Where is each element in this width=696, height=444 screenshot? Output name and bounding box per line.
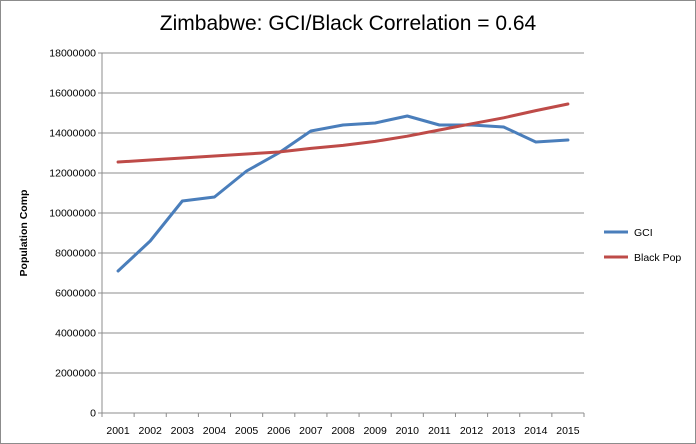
y-tick-label: 10000000	[49, 208, 96, 220]
data-point-black-pop	[277, 151, 280, 154]
x-tick-label: 2010	[396, 425, 420, 437]
legend-label-black-pop: Black Pop	[634, 252, 681, 264]
data-point-black-pop	[342, 144, 345, 147]
y-tick-label: 0	[90, 408, 96, 420]
legend-label-gci: GCI	[634, 227, 653, 239]
data-point-black-pop	[438, 129, 441, 132]
y-tick-label: 12000000	[49, 168, 96, 180]
data-point-gci	[534, 141, 537, 144]
data-point-black-pop	[309, 147, 312, 150]
data-point-black-pop	[149, 159, 152, 162]
data-point-black-pop	[406, 135, 409, 138]
y-tick-label: 18000000	[49, 48, 96, 60]
data-point-black-pop	[566, 103, 569, 106]
data-point-black-pop	[245, 153, 248, 156]
data-point-gci	[374, 122, 377, 125]
data-point-gci	[502, 126, 505, 129]
x-tick-label: 2001	[106, 425, 130, 437]
chart-title: Zimbabwe: GCI/Black Correlation = 0.64	[160, 12, 537, 35]
data-point-gci	[438, 124, 441, 127]
data-point-black-pop	[534, 109, 537, 112]
x-tick-label: 2004	[203, 425, 227, 437]
x-tick-label: 2006	[267, 425, 291, 437]
y-tick-label: 8000000	[55, 248, 96, 260]
data-point-gci	[566, 139, 569, 142]
x-tick-labels: 2001 2002 2003 2004 2005 2006 2007 2008 2009 2010…	[106, 425, 579, 437]
x-tick-label: 2003	[171, 425, 195, 437]
x-tick-label: 2007	[299, 425, 323, 437]
x-tick-label: 2002	[139, 425, 163, 437]
data-point-gci	[117, 270, 120, 273]
y-tick-label: 6000000	[55, 288, 96, 300]
data-point-black-pop	[181, 157, 184, 160]
legend: GCI Black Pop	[604, 227, 681, 264]
x-tick-label: 2011	[428, 425, 451, 437]
data-point-black-pop	[117, 161, 120, 164]
data-point-gci	[342, 124, 345, 127]
gridlines	[102, 52, 584, 374]
y-tick-label: 2000000	[55, 368, 96, 380]
x-tick-label: 2015	[556, 425, 580, 437]
x-tick-label: 2014	[524, 425, 548, 437]
series-lines	[116, 102, 570, 273]
series-line-black-pop	[116, 102, 570, 164]
data-point-gci	[213, 196, 216, 199]
x-tick-label: 2013	[492, 425, 516, 437]
data-point-gci	[149, 240, 152, 243]
series-line-gci	[116, 114, 570, 273]
axes	[98, 52, 585, 417]
y-tick-labels: 0 2000000 4000000 6000000 8000000 10000000 120…	[49, 48, 96, 420]
y-tick-label: 14000000	[49, 128, 96, 140]
y-tick-label: 4000000	[55, 328, 96, 340]
data-point-black-pop	[502, 116, 505, 119]
x-tick-label: 2008	[331, 425, 355, 437]
x-tick-label: 2009	[363, 425, 387, 437]
y-axis-title: Population Comp	[18, 190, 30, 277]
data-point-gci	[406, 115, 409, 118]
data-point-gci	[181, 200, 184, 203]
x-tick-label: 2005	[235, 425, 259, 437]
data-point-black-pop	[470, 122, 473, 125]
data-point-black-pop	[374, 140, 377, 143]
data-point-black-pop	[213, 155, 216, 158]
y-tick-label: 16000000	[49, 88, 96, 100]
data-point-gci	[245, 170, 248, 173]
data-point-gci	[309, 130, 312, 133]
x-tick-label: 2012	[460, 425, 484, 437]
